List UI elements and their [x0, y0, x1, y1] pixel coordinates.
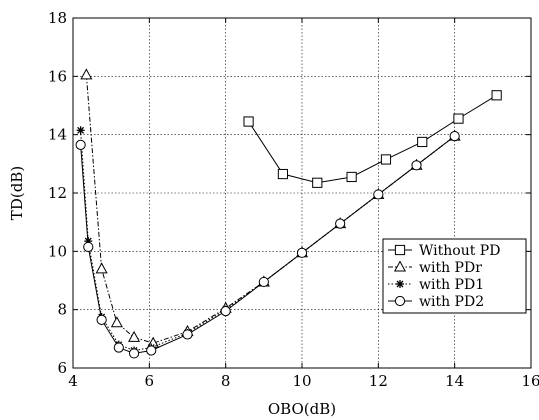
y-tick-label: 18: [48, 9, 67, 27]
x-tick-label: 12: [369, 372, 388, 390]
x-tick-label: 8: [221, 372, 231, 390]
data-point: [146, 345, 157, 356]
x-tick-label: 16: [521, 372, 539, 390]
legend-label: Without PD: [419, 243, 500, 259]
legend-label: with PD2: [419, 294, 484, 310]
y-tick-label: 12: [48, 184, 67, 202]
legend-entry: Without PD: [388, 243, 500, 259]
legend-entry: with PD1: [388, 277, 484, 293]
series-layer: [75, 68, 502, 359]
y-tick-label: 6: [57, 359, 67, 377]
legend-marker: [394, 295, 406, 307]
data-point: [296, 247, 308, 258]
y-tick-label: 8: [57, 301, 67, 319]
y-tick-label: 16: [48, 67, 67, 85]
data-point: [411, 160, 422, 171]
data-point: [453, 113, 464, 124]
data-point: [113, 342, 124, 353]
data-point: [110, 316, 123, 328]
x-tick-label: 6: [145, 372, 155, 390]
legend-marker: [393, 260, 407, 272]
x-axis-label: OBO(dB): [268, 400, 336, 418]
series-line: [80, 135, 455, 354]
data-point: [128, 330, 141, 342]
data-point: [373, 189, 384, 200]
data-point: [96, 314, 107, 325]
grid: [73, 18, 531, 368]
legend-entry: with PD2: [388, 294, 484, 310]
data-point: [346, 171, 357, 183]
data-point: [128, 348, 140, 359]
legend-label: with PD1: [419, 277, 484, 293]
legend-entry: with PDr: [388, 260, 482, 276]
x-tick-label: 4: [68, 372, 78, 390]
series-3: [75, 131, 460, 359]
data-point: [182, 329, 193, 340]
data-point: [380, 154, 392, 165]
y-tick-label: 14: [48, 126, 67, 144]
data-point: [449, 131, 460, 142]
data-point: [83, 241, 94, 253]
data-point: [95, 262, 108, 274]
legend-marker: [396, 280, 404, 288]
data-point: [80, 68, 93, 80]
data-point: [417, 136, 428, 148]
data-point: [491, 90, 502, 101]
x-tick-label: 14: [445, 372, 464, 390]
series-line: [248, 94, 497, 184]
y-tick-label: 10: [48, 242, 67, 260]
data-point: [243, 116, 254, 127]
x-tick-label: 10: [292, 372, 311, 390]
legend-label: with PDr: [419, 260, 482, 276]
data-point: [220, 306, 231, 317]
legend-marker: [394, 244, 406, 256]
series-0: [243, 90, 502, 188]
y-axis-label: TD(dB): [8, 166, 26, 220]
data-point: [277, 168, 289, 180]
data-point: [75, 139, 86, 150]
data-point: [335, 218, 346, 229]
data-point: [76, 126, 85, 135]
data-point: [312, 177, 323, 188]
data-point: [258, 276, 269, 288]
